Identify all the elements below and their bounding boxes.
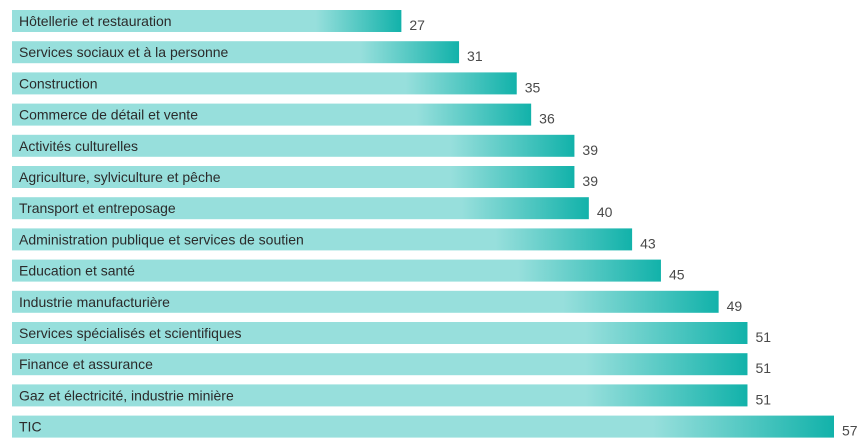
value-label: 27 [409,17,425,33]
value-label: 39 [582,173,598,189]
bar [12,134,575,157]
bar [12,72,517,95]
value-label: 43 [640,235,656,251]
category-label: Agriculture, sylviculture et pêche [19,169,221,185]
bar [12,41,460,64]
category-label: Administration publique et services de s… [19,231,304,247]
bar [12,290,719,313]
category-label: Education et santé [19,263,135,279]
bar [12,166,575,188]
bar [12,197,589,220]
value-label: 45 [669,267,685,283]
value-label: 31 [467,48,483,64]
value-label: 40 [597,204,613,220]
category-label: Transport et entreposage [19,200,176,216]
category-label: Services spécialisés et scientifiques [19,325,242,341]
bar [12,259,661,282]
category-label: Services sociaux et à la personne [19,44,229,60]
value-label: 49 [727,298,743,314]
bar [12,353,748,376]
category-label: Finance et assurance [19,356,153,372]
value-label: 35 [525,79,541,95]
category-label: Activités culturelles [19,138,138,154]
value-label: 51 [755,329,771,345]
category-label: Construction [19,75,98,91]
value-label: 51 [755,360,771,376]
category-label: Industrie manufacturière [19,294,170,310]
category-label: TIC [19,419,42,435]
value-label: 51 [755,391,771,407]
category-label: Gaz et électricité, industrie minière [19,387,234,403]
bar [12,415,834,438]
category-label: Commerce de détail et vente [19,107,198,123]
bar [12,103,532,126]
bar [12,228,633,251]
value-label: 57 [842,423,858,438]
category-label: Hôtellerie et restauration [19,13,172,29]
bar [12,10,402,32]
bars-layer: Hôtellerie et restauration 27 Services soc… [12,10,858,438]
bar [12,384,748,407]
value-label: 39 [582,142,598,158]
value-label: 36 [539,111,555,127]
bar [12,322,748,344]
